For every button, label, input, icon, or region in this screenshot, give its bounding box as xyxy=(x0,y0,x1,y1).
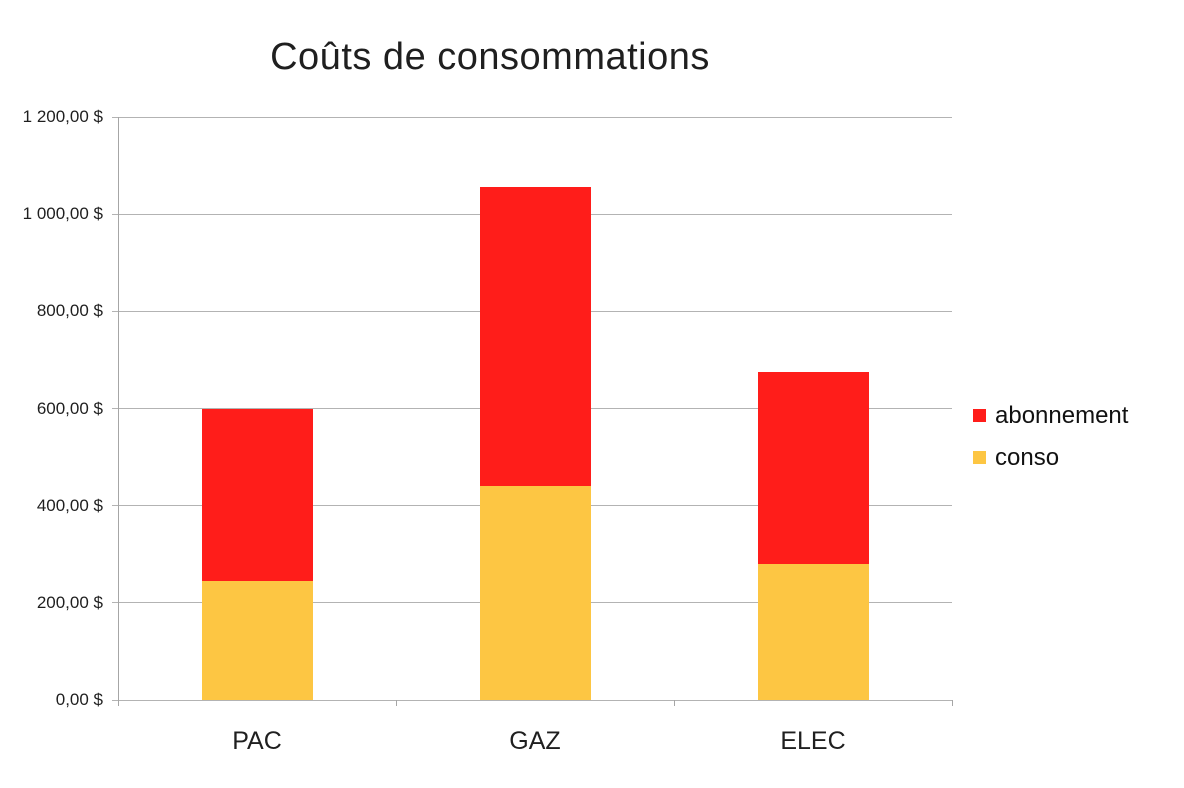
x-category-label: PAC xyxy=(232,727,282,755)
legend-label: conso xyxy=(995,443,1060,471)
x-category-label: ELEC xyxy=(780,727,846,755)
legend-label: abonnement xyxy=(995,401,1129,429)
legend-item: conso xyxy=(973,444,1128,471)
x-axis-tick xyxy=(396,700,397,706)
x-axis-tick xyxy=(118,700,119,706)
gridline xyxy=(112,116,952,118)
y-tick-label: 600,00 $ xyxy=(36,398,103,418)
y-tick-label: 400,00 $ xyxy=(36,495,103,515)
y-tick-label: 200,00 $ xyxy=(36,592,103,612)
gridline xyxy=(112,699,952,701)
x-category-label: GAZ xyxy=(509,727,561,755)
bar-segment-abonnement-elec xyxy=(757,372,869,564)
legend: abonnement conso xyxy=(973,402,1128,471)
y-tick-label: 0,00 $ xyxy=(55,690,103,709)
y-axis-line xyxy=(118,117,119,706)
x-axis-tick xyxy=(674,700,675,706)
bar-segment-conso-elec xyxy=(757,563,869,700)
bar-segment-conso-gaz xyxy=(479,486,591,700)
bar-segment-abonnement-pac xyxy=(201,408,313,581)
bar-segment-conso-pac xyxy=(201,580,313,700)
x-axis-tick xyxy=(952,700,953,706)
bar-segment-abonnement-gaz xyxy=(479,187,591,487)
legend-swatch-icon xyxy=(973,451,986,464)
y-tick-label: 800,00 $ xyxy=(36,301,103,321)
legend-item: abonnement xyxy=(973,402,1128,429)
legend-swatch-icon xyxy=(973,409,986,422)
chart-title: Coûts de consommations xyxy=(270,36,710,78)
y-tick-label: 1 000,00 $ xyxy=(22,204,103,224)
y-tick-label: 1 200,00 $ xyxy=(22,107,103,126)
